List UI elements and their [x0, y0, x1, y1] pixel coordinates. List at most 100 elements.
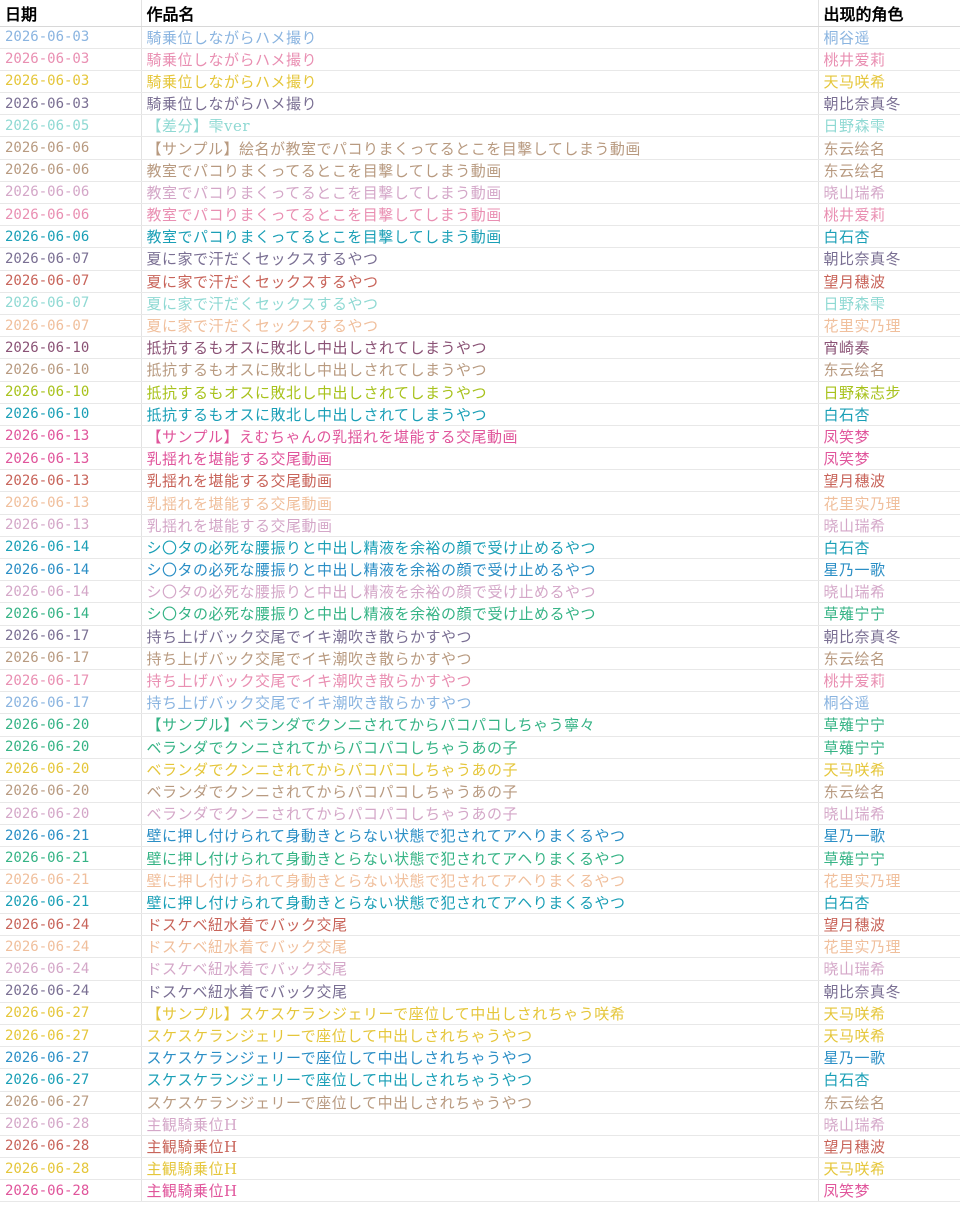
work-cell[interactable]: 壁に押し付けられて身動きとらない状態で犯されてアヘりまくるやつ — [141, 846, 819, 870]
character-cell[interactable]: 东云绘名 — [818, 1091, 960, 1114]
work-cell[interactable]: 持ち上げバック交尾でイキ潮吹き散らかすやつ — [141, 625, 819, 648]
character-cell[interactable]: 朝比奈真冬 — [818, 247, 960, 271]
date-cell[interactable]: 2026-06-17 — [0, 647, 142, 670]
date-cell[interactable]: 2026-06-27 — [0, 1091, 142, 1114]
work-cell[interactable]: スケスケランジェリーで座位して中出しされちゃうやつ — [141, 1024, 819, 1048]
date-cell[interactable]: 2026-06-06 — [0, 203, 142, 227]
date-cell[interactable]: 2026-06-27 — [0, 1068, 142, 1092]
work-cell[interactable]: ドスケベ紐水着でバック交尾 — [141, 935, 819, 959]
date-cell[interactable]: 2026-06-10 — [0, 403, 142, 426]
character-cell[interactable]: 东云绘名 — [818, 647, 960, 670]
work-cell[interactable]: 夏に家で汗だくセックスするやつ — [141, 247, 819, 271]
character-cell[interactable]: 晓山瑞希 — [818, 1113, 960, 1136]
work-cell[interactable]: 壁に押し付けられて身動きとらない状態で犯されてアヘりまくるやつ — [141, 824, 819, 848]
date-cell[interactable]: 2026-06-10 — [0, 358, 142, 382]
character-cell[interactable]: 凤笑梦 — [818, 425, 960, 449]
character-cell[interactable]: 花里实乃理 — [818, 935, 960, 959]
work-cell[interactable]: 主観騎乗位H — [141, 1135, 819, 1159]
date-cell[interactable]: 2026-06-10 — [0, 381, 142, 404]
character-cell[interactable]: 晓山瑞希 — [818, 802, 960, 826]
date-cell[interactable]: 2026-06-03 — [0, 70, 142, 94]
work-cell[interactable]: 教室でパコりまくってるとこを目撃してしまう動画 — [141, 225, 819, 249]
work-cell[interactable]: 【サンプル】ベランダでクンニされてからパコパコしちゃう寧々 — [141, 713, 819, 737]
work-cell[interactable]: 乳揺れを堪能する交尾動画 — [141, 491, 819, 515]
work-cell[interactable]: 騎乗位しながらハメ撮り — [141, 92, 819, 116]
work-cell[interactable]: 【差分】雫ver — [141, 114, 819, 138]
character-cell[interactable]: 朝比奈真冬 — [818, 980, 960, 1003]
work-cell[interactable]: 抵抗するもオスに敗北し中出しされてしまうやつ — [141, 336, 819, 360]
character-cell[interactable]: 晓山瑞希 — [818, 181, 960, 205]
date-cell[interactable]: 2026-06-20 — [0, 736, 142, 759]
character-cell[interactable]: 桐谷遥 — [818, 691, 960, 715]
date-cell[interactable]: 2026-06-13 — [0, 469, 142, 493]
date-cell[interactable]: 2026-06-27 — [0, 1002, 142, 1025]
character-cell[interactable]: 白石杏 — [818, 225, 960, 249]
work-cell[interactable]: 夏に家で汗だくセックスするやつ — [141, 314, 819, 338]
work-cell[interactable]: ベランダでクンニされてからパコパコしちゃうあの子 — [141, 802, 819, 826]
work-cell[interactable]: 抵抗するもオスに敗北し中出しされてしまうやつ — [141, 358, 819, 382]
date-cell[interactable]: 2026-06-13 — [0, 447, 142, 471]
work-cell[interactable]: ベランダでクンニされてからパコパコしちゃうあの子 — [141, 736, 819, 759]
character-cell[interactable]: 草薙宁宁 — [818, 602, 960, 626]
character-cell[interactable]: 宵崎奏 — [818, 336, 960, 360]
character-cell[interactable]: 星乃一歌 — [818, 824, 960, 848]
date-cell[interactable]: 2026-06-06 — [0, 159, 142, 182]
work-cell[interactable]: 主観騎乗位H — [141, 1179, 819, 1203]
character-cell[interactable]: 晓山瑞希 — [818, 514, 960, 537]
date-cell[interactable]: 2026-06-13 — [0, 514, 142, 537]
date-cell[interactable]: 2026-06-10 — [0, 336, 142, 360]
character-cell[interactable]: 东云绘名 — [818, 358, 960, 382]
work-cell[interactable]: 主観騎乗位H — [141, 1113, 819, 1136]
date-cell[interactable]: 2026-06-27 — [0, 1024, 142, 1048]
character-cell[interactable]: 望月穗波 — [818, 270, 960, 293]
character-cell[interactable]: 花里实乃理 — [818, 314, 960, 338]
date-cell[interactable]: 2026-06-28 — [0, 1113, 142, 1136]
work-cell[interactable]: スケスケランジェリーで座位して中出しされちゃうやつ — [141, 1046, 819, 1070]
date-cell[interactable]: 2026-06-03 — [0, 26, 142, 49]
date-cell[interactable]: 2026-06-20 — [0, 780, 142, 804]
work-cell[interactable]: 主観騎乗位H — [141, 1157, 819, 1181]
work-cell[interactable]: 騎乗位しながらハメ撮り — [141, 70, 819, 94]
work-cell[interactable]: 騎乗位しながらハメ撮り — [141, 26, 819, 49]
work-cell[interactable]: 教室でパコりまくってるとこを目撃してしまう動画 — [141, 203, 819, 227]
character-cell[interactable]: 凤笑梦 — [818, 1179, 960, 1203]
character-cell[interactable]: 日野森志步 — [818, 381, 960, 404]
date-cell[interactable]: 2026-06-27 — [0, 1046, 142, 1070]
character-cell[interactable]: 东云绘名 — [818, 159, 960, 182]
date-cell[interactable]: 2026-06-21 — [0, 891, 142, 915]
work-cell[interactable]: シ〇タの必死な腰振りと中出し精液を余裕の顔で受け止めるやつ — [141, 558, 819, 582]
date-cell[interactable]: 2026-06-05 — [0, 114, 142, 138]
character-cell[interactable]: 晓山瑞希 — [818, 957, 960, 981]
work-cell[interactable]: 持ち上げバック交尾でイキ潮吹き散らかすやつ — [141, 669, 819, 693]
work-cell[interactable]: 抵抗するもオスに敗北し中出しされてしまうやつ — [141, 381, 819, 404]
date-cell[interactable]: 2026-06-20 — [0, 713, 142, 737]
date-cell[interactable]: 2026-06-21 — [0, 824, 142, 848]
work-cell[interactable]: ドスケベ紐水着でバック交尾 — [141, 957, 819, 981]
work-cell[interactable]: 乳揺れを堪能する交尾動画 — [141, 447, 819, 471]
date-cell[interactable]: 2026-06-07 — [0, 247, 142, 271]
date-cell[interactable]: 2026-06-21 — [0, 846, 142, 870]
work-cell[interactable]: 教室でパコりまくってるとこを目撃してしまう動画 — [141, 159, 819, 182]
character-cell[interactable]: 桐谷遥 — [818, 26, 960, 49]
date-cell[interactable]: 2026-06-28 — [0, 1157, 142, 1181]
date-cell[interactable]: 2026-06-14 — [0, 558, 142, 582]
character-cell[interactable]: 天马咲希 — [818, 1024, 960, 1048]
character-cell[interactable]: 天马咲希 — [818, 1002, 960, 1025]
work-cell[interactable]: 【サンプル】えむちゃんの乳揺れを堪能する交尾動画 — [141, 425, 819, 449]
work-cell[interactable]: シ〇タの必死な腰振りと中出し精液を余裕の顔で受け止めるやつ — [141, 536, 819, 560]
character-cell[interactable]: 桃井爱莉 — [818, 669, 960, 693]
work-cell[interactable]: 乳揺れを堪能する交尾動画 — [141, 514, 819, 537]
date-cell[interactable]: 2026-06-21 — [0, 869, 142, 892]
date-cell[interactable]: 2026-06-03 — [0, 48, 142, 71]
date-cell[interactable]: 2026-06-17 — [0, 669, 142, 693]
date-cell[interactable]: 2026-06-24 — [0, 935, 142, 959]
work-cell[interactable]: 夏に家で汗だくセックスするやつ — [141, 292, 819, 315]
date-cell[interactable]: 2026-06-28 — [0, 1135, 142, 1159]
work-cell[interactable]: 教室でパコりまくってるとこを目撃してしまう動画 — [141, 181, 819, 205]
column-header-work[interactable]: 作品名 — [141, 0, 819, 27]
work-cell[interactable]: ベランダでクンニされてからパコパコしちゃうあの子 — [141, 758, 819, 781]
work-cell[interactable]: 壁に押し付けられて身動きとらない状態で犯されてアヘりまくるやつ — [141, 891, 819, 915]
column-header-character[interactable]: 出现的角色 — [818, 0, 960, 27]
date-cell[interactable]: 2026-06-13 — [0, 491, 142, 515]
character-cell[interactable]: 天马咲希 — [818, 758, 960, 781]
